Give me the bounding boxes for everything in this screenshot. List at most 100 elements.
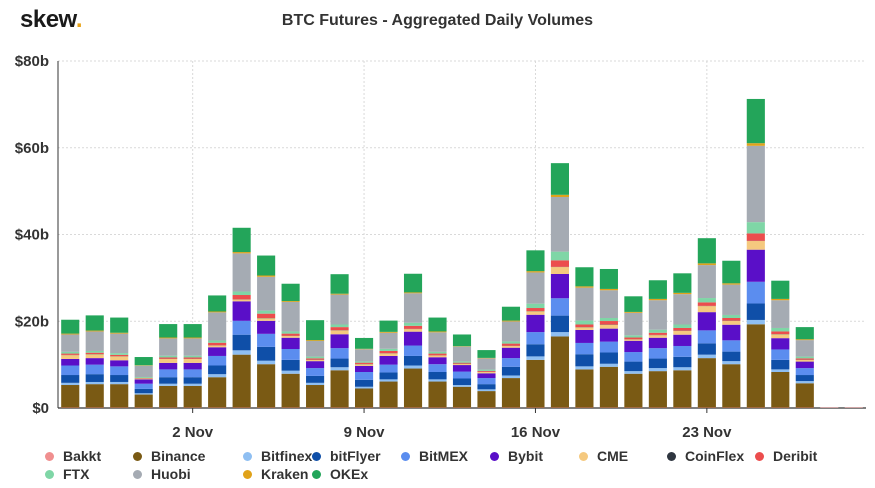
bar-segment-binance[interactable] — [697, 358, 716, 408]
bar-segment-cme[interactable] — [746, 241, 765, 250]
bar-segment-deribit[interactable] — [795, 358, 814, 360]
bar-segment-cme[interactable] — [795, 359, 814, 362]
bar-segment-bybit[interactable] — [428, 357, 447, 365]
bar-segment-cme[interactable] — [550, 267, 569, 274]
bar-segment-bitflyer[interactable] — [501, 366, 521, 376]
bar-segment-kraken[interactable] — [550, 194, 569, 197]
bar-segment-bitflyer[interactable] — [599, 352, 618, 364]
bar-segment-bitflyer[interactable] — [575, 354, 594, 367]
bar-segment-ftx[interactable] — [257, 310, 276, 314]
bar-segment-bitfinex[interactable] — [183, 383, 202, 386]
bar-segment-bitfinex[interactable] — [477, 389, 496, 392]
bar-segment-ftx[interactable] — [746, 222, 765, 234]
bar-segment-cme[interactable] — [61, 355, 80, 359]
bar-segment-kraken[interactable] — [110, 332, 129, 334]
bar-segment-huobi[interactable] — [550, 196, 569, 252]
bar-segment-bitfinex[interactable] — [624, 371, 643, 374]
bar-segment-kraken[interactable] — [673, 292, 692, 295]
legend-item-deribit[interactable]: Deribit — [755, 447, 817, 465]
bar-segment-bybit[interactable] — [648, 337, 667, 349]
bar-segment-bitmex[interactable] — [722, 340, 741, 352]
bar-segment-bitfinex[interactable] — [281, 370, 300, 374]
bar-segment-bybit[interactable] — [452, 365, 472, 372]
bar-segment-huobi[interactable] — [110, 333, 129, 354]
bar-segment-bybit[interactable] — [355, 365, 374, 372]
bar-segment-bitfinex[interactable] — [697, 354, 716, 359]
bar-segment-bitflyer[interactable] — [428, 372, 447, 380]
bar-segment-bitmex[interactable] — [624, 352, 643, 362]
legend-item-cme[interactable]: CME — [579, 447, 628, 465]
bar-segment-bitflyer[interactable] — [330, 358, 349, 368]
bar-segment-bybit[interactable] — [85, 358, 104, 365]
bar-segment-ftx[interactable] — [550, 251, 569, 261]
bar-segment-bitfinex[interactable] — [550, 332, 569, 337]
bar-segment-bitfinex[interactable] — [330, 367, 349, 371]
bar-segment-bitmex[interactable] — [330, 348, 349, 359]
bar-segment-binance[interactable] — [526, 359, 545, 408]
bar-segment-ftx[interactable] — [110, 353, 129, 355]
bar-segment-bitfinex[interactable] — [134, 393, 153, 395]
bar-segment-bybit[interactable] — [61, 358, 80, 366]
bar-segment-deribit[interactable] — [257, 313, 276, 318]
bar-segment-cme[interactable] — [501, 345, 521, 348]
bar-segment-okex[interactable] — [771, 280, 790, 299]
bar-segment-okex[interactable] — [257, 255, 276, 276]
bar-segment-okex[interactable] — [85, 315, 104, 331]
bar-segment-cme[interactable] — [722, 320, 741, 325]
bar-segment-bitflyer[interactable] — [403, 355, 423, 366]
bar-segment-bybit[interactable] — [599, 328, 618, 342]
bar-segment-cme[interactable] — [575, 327, 594, 330]
bar-segment-bybit[interactable] — [795, 361, 814, 369]
bar-segment-cme[interactable] — [673, 330, 692, 335]
bar-segment-deribit[interactable] — [306, 358, 325, 360]
bar-segment-huobi[interactable] — [673, 294, 692, 325]
bar-segment-cme[interactable] — [403, 329, 423, 332]
bar-segment-bitfinex[interactable] — [355, 386, 374, 389]
bar-segment-huobi[interactable] — [61, 334, 80, 352]
bar-segment-kraken[interactable] — [526, 271, 545, 273]
bar-segment-cme[interactable] — [306, 359, 325, 362]
bar-segment-okex[interactable] — [159, 324, 178, 338]
legend-item-bitfinex[interactable]: Bitfinex — [243, 447, 312, 465]
bar-segment-ftx[interactable] — [183, 355, 202, 358]
bar-segment-bitmex[interactable] — [795, 368, 814, 376]
bar-segment-ftx[interactable] — [526, 303, 545, 309]
bar-segment-bybit[interactable] — [501, 347, 521, 359]
bar-segment-cme[interactable] — [697, 306, 716, 313]
bar-segment-bitmex[interactable] — [452, 371, 472, 379]
bar-segment-bitfinex[interactable] — [257, 360, 276, 365]
bar-segment-binance[interactable] — [281, 373, 300, 408]
bar-segment-binance[interactable] — [673, 370, 692, 408]
bar-segment-bybit[interactable] — [550, 273, 569, 299]
bar-segment-okex[interactable] — [232, 227, 251, 253]
bar-segment-deribit[interactable] — [526, 308, 545, 312]
bar-segment-kraken[interactable] — [61, 333, 80, 335]
bar-segment-binance[interactable] — [330, 370, 349, 408]
bar-segment-binance[interactable] — [648, 371, 667, 408]
bar-segment-bitfinex[interactable] — [379, 379, 398, 382]
legend-item-huobi[interactable]: Huobi — [133, 465, 191, 483]
bar-segment-deribit[interactable] — [159, 357, 178, 359]
bar-segment-bybit[interactable] — [232, 301, 251, 321]
bar-segment-bybit[interactable] — [379, 355, 398, 365]
bar-segment-deribit[interactable] — [330, 327, 349, 331]
bar-segment-cme[interactable] — [110, 356, 129, 361]
bar-segment-kraken[interactable] — [599, 288, 618, 291]
bar-segment-ftx[interactable] — [379, 348, 398, 351]
bar-segment-bitfinex[interactable] — [771, 369, 790, 372]
bar-segment-cme[interactable] — [428, 355, 447, 358]
bar-segment-ftx[interactable] — [159, 355, 178, 358]
bar-segment-bitmex[interactable] — [281, 349, 300, 360]
bar-segment-bitflyer[interactable] — [110, 375, 129, 382]
bar-segment-deribit[interactable] — [624, 337, 643, 340]
bar-segment-kraken[interactable] — [379, 331, 398, 333]
bar-segment-huobi[interactable] — [159, 338, 178, 356]
bar-segment-bitflyer[interactable] — [452, 378, 472, 386]
bar-segment-bitflyer[interactable] — [722, 351, 741, 362]
bar-segment-bitmex[interactable] — [183, 369, 202, 378]
bar-segment-bitflyer[interactable] — [257, 346, 276, 361]
bar-segment-bybit[interactable] — [746, 249, 765, 282]
bar-segment-bitmex[interactable] — [159, 369, 178, 378]
legend-item-okex[interactable]: OKEx — [312, 465, 368, 483]
bar-segment-kraken[interactable] — [746, 143, 765, 146]
